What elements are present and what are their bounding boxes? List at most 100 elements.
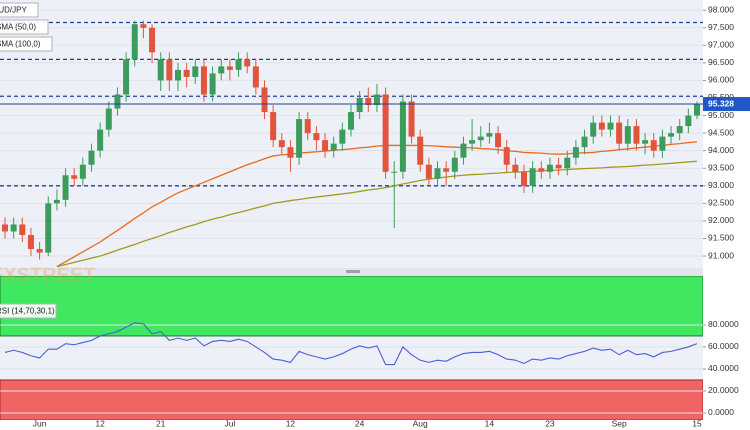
candle-body [399,101,406,172]
y-tick-label: 94.500 [708,127,734,137]
candle-body [555,164,562,169]
candle-body [356,97,363,113]
candle-body [53,199,60,204]
x-tick-label: Aug [413,418,428,428]
candle-body [10,224,17,232]
candle-body [131,24,138,60]
x-tick-label: Jun [33,418,47,428]
candle-body [564,157,571,169]
y-tick-label: 96.000 [708,75,734,85]
x-tick-label: 24 [355,418,365,428]
candle-body [469,140,476,144]
y-tick-label: 97.000 [708,40,734,50]
candle-body [451,157,458,172]
rsi-line [4,322,698,366]
candle-body [460,143,467,158]
candle-body [616,122,623,144]
candle-body [668,133,675,137]
candle-body [192,66,199,77]
candle-body [88,150,95,165]
candle-body [391,171,398,173]
candle-body [261,87,268,113]
candle-body [538,168,545,172]
candle-body [19,224,26,235]
candle-body [529,168,536,186]
overbought-zone [0,276,703,337]
candle-body [598,122,605,130]
candle-body [183,69,190,77]
candle-body [434,168,441,179]
candle-body [382,94,389,172]
candle-body [200,66,207,95]
legend-box [0,2,39,18]
candle-body [521,171,527,186]
candle-body [624,126,631,144]
candle-body [322,140,329,151]
candle-body [486,133,493,137]
candle-body [330,143,337,151]
last-price-box [703,97,750,112]
candle-body [365,97,372,106]
candle-body [62,175,69,200]
x-tick-label: 15 [692,418,702,428]
candle-body [209,73,216,95]
candle-body [642,140,649,144]
candle-body [27,234,34,250]
candle-body [235,59,242,70]
y-tick-label: 98.000 [708,4,734,14]
candle-body [157,59,164,81]
candle-body [296,119,303,158]
x-tick-label: Jul [224,418,235,428]
candle-body [590,122,597,137]
candle-body [373,94,380,106]
sma-line [56,141,698,268]
y-tick-label: 92.000 [708,215,734,225]
candle-body [581,136,588,148]
y-tick-label: 92.500 [708,198,734,208]
x-tick-label: 23 [545,418,555,428]
candle-body [676,126,683,134]
candle-body [477,136,484,141]
legend-box [0,36,53,52]
candle-body [443,168,450,172]
candle-body [417,136,424,165]
candle-body [650,140,657,151]
y-tick-label: 93.000 [708,180,734,190]
x-tick-label: 12 [95,418,105,428]
watermark: FXSTREET [0,264,95,286]
legend-box [0,303,57,319]
legend-entry: SMA (50,0) [0,23,36,32]
y-tick-label: 97.500 [708,22,734,32]
x-tick-label: 12 [286,418,296,428]
candle-body [633,126,640,144]
candle-body [512,164,519,172]
candle-body [79,164,86,179]
x-tick-label: Sep [612,418,627,428]
candle-body [105,108,112,130]
legend-entry: SMA (100,0) [0,40,41,49]
rsi-plot [0,276,703,420]
y-tick-label: 91.500 [708,233,734,243]
candle-body [348,112,354,130]
legend-box [0,19,49,35]
y-tick-label: 20.0000 [708,385,739,395]
candle-body [97,129,104,151]
candle-body [278,140,285,148]
candle-body [495,133,502,148]
candle-body [572,147,579,158]
candle-body [304,119,311,134]
candle-body [607,122,614,130]
candle-body [166,59,173,81]
candle-body [218,66,225,74]
candle-body [503,147,510,165]
candle-body [123,59,130,95]
last-price-label: 95.328 [708,98,734,108]
candle-body [659,136,666,151]
candle-body [36,249,43,253]
candle-body [226,66,233,70]
candle-body [685,115,692,127]
legend: AUD/JPY SMA (50,0) SMA (100,0) RSI (14,7… [0,2,57,319]
candle-body [287,147,294,158]
divider-handle[interactable] [346,270,360,273]
